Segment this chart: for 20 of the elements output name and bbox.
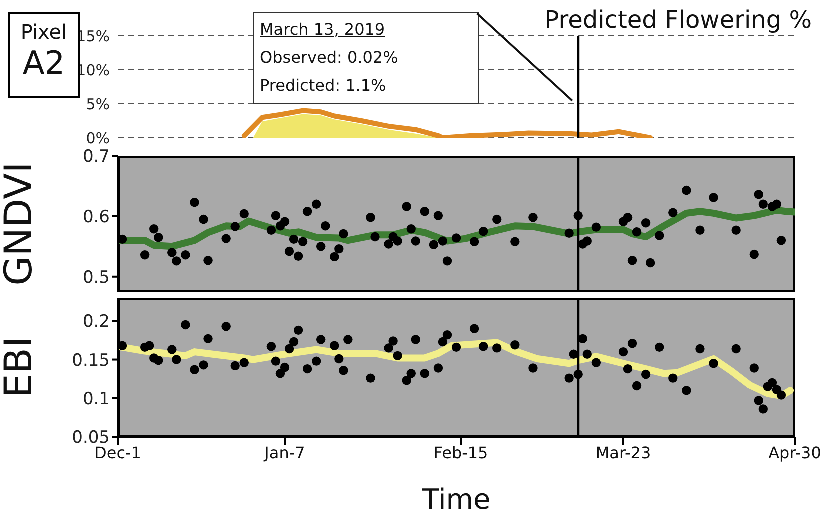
x-tick-label: Apr-30 bbox=[768, 443, 822, 462]
annotation: Predicted: 1.1% bbox=[260, 75, 388, 97]
y-tick-label: 0.2 bbox=[82, 312, 110, 332]
y-axis-title: GNDVI bbox=[0, 162, 40, 286]
x-tick-label: Mar-23 bbox=[596, 443, 652, 462]
y-axis-title: EBI bbox=[0, 336, 40, 398]
y-tick-label: 0.1 bbox=[82, 389, 110, 410]
chart-title: Predicted Flowering % bbox=[544, 6, 812, 34]
annotation: Observed: 0.02% bbox=[260, 47, 400, 69]
y-tick-label: 0.15 bbox=[72, 350, 110, 371]
x-tick-label: Dec-1 bbox=[94, 443, 142, 462]
label-box: Pixel A2 bbox=[8, 12, 80, 98]
y-tick-label: 0.5 bbox=[82, 268, 110, 288]
annotation: March 13, 2019 bbox=[260, 19, 386, 41]
y-tick-label: 5% bbox=[86, 95, 110, 114]
y-tick-label: 0% bbox=[86, 129, 110, 148]
x-tick-label: Feb-15 bbox=[434, 443, 488, 462]
x-tick-label: Jan-7 bbox=[264, 443, 306, 462]
y-tick-label: 0.6 bbox=[82, 207, 110, 228]
y-tick-label: 0.7 bbox=[82, 147, 110, 168]
